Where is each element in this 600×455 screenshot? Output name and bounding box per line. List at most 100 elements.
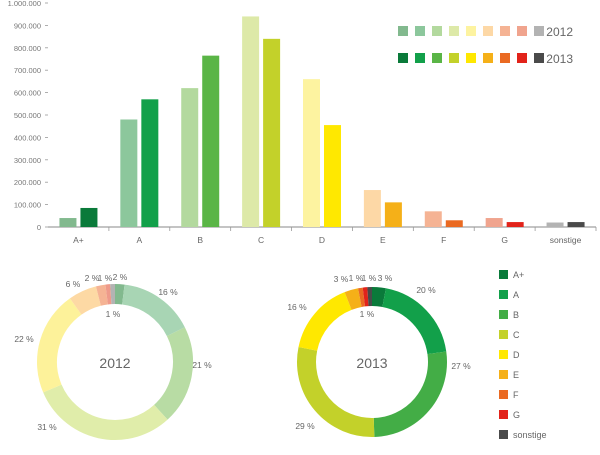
legend-swatch-B (499, 310, 508, 319)
donut-2012-center-label: 2012 (99, 355, 130, 371)
slice-value-label: 16 % (287, 302, 307, 312)
bar-2012-C (242, 16, 259, 227)
bar-2012-D (303, 79, 320, 227)
legend-swatch-A+ (499, 270, 508, 279)
legend-swatch-2013 (466, 53, 476, 63)
legend-label-E: E (513, 370, 519, 380)
donut-slice-E (76, 296, 99, 306)
bar-2013-C (263, 39, 280, 227)
legend-swatch-2012 (466, 26, 476, 36)
legend-swatch-2013 (534, 53, 544, 63)
bar-2012-F (425, 211, 442, 227)
legend-label-B: B (513, 310, 519, 320)
slice-value-label: 1 % (360, 309, 375, 319)
legend-swatch-2013 (449, 53, 459, 63)
bar-2013-B (202, 56, 219, 227)
slice-value-label: 31 % (37, 422, 57, 432)
x-tick-label: E (380, 235, 386, 245)
legend-swatch-2012 (534, 26, 544, 36)
x-tick-label: B (197, 235, 203, 245)
donut-slice-B (161, 332, 183, 413)
slice-value-label: 2 % (113, 272, 128, 282)
legend-swatch-2012 (398, 26, 408, 36)
donut-chart-2013: 2013 3 %20 %27 %29 %16 %3 %1 %1 %1 % (287, 273, 471, 431)
bar-2012-A (120, 119, 137, 227)
legend-swatch-A (499, 290, 508, 299)
bar-2012-G (486, 218, 503, 227)
slice-value-label: 20 % (416, 285, 436, 295)
y-tick-label: 1.000.000 (8, 0, 41, 8)
slice-value-label: 1 % (98, 273, 113, 283)
legend-swatch-2013 (432, 53, 442, 63)
legend-swatch-2013 (398, 53, 408, 63)
y-tick-label: 0 (37, 223, 41, 232)
y-tick-label: 300.000 (14, 156, 41, 165)
y-tick-label: 600.000 (14, 89, 41, 98)
slice-value-label: 27 % (451, 361, 471, 371)
x-tick-label: C (258, 235, 264, 245)
bar-2012-B (181, 88, 198, 227)
donut-slice-F (98, 295, 106, 297)
bar-2013-A+ (80, 208, 97, 227)
donut-2013-center-label: 2013 (356, 355, 387, 371)
legend-label-D: D (513, 350, 520, 360)
legend-swatch-2012 (500, 26, 510, 36)
legend-swatch-2012 (449, 26, 459, 36)
donut-slice-A (123, 295, 176, 332)
y-tick-label: 800.000 (14, 44, 41, 53)
donut-slice-A+ (372, 297, 384, 298)
legend-swatch-2012 (432, 26, 442, 36)
donut-slice-C (52, 389, 160, 430)
slice-value-label: 1 % (362, 273, 377, 283)
legend-swatch-2013 (517, 53, 527, 63)
y-tick-label: 400.000 (14, 133, 41, 142)
slice-value-label: 21 % (192, 360, 212, 370)
legend-swatch-G (499, 410, 508, 419)
bar-2012-sonstige (547, 223, 564, 227)
legend-label-A+: A+ (513, 270, 524, 280)
donut-slice-E (348, 298, 360, 301)
bar-2012-A+ (59, 218, 76, 227)
y-tick-label: 700.000 (14, 66, 41, 75)
slice-value-label: 16 % (158, 287, 178, 297)
x-tick-label: sonstige (550, 235, 582, 245)
legend-label-A: A (513, 290, 519, 300)
legend-swatch-F (499, 390, 508, 399)
donut-slice-D (47, 306, 76, 388)
legend-swatch-2013 (500, 53, 510, 63)
slice-value-label: 3 % (334, 274, 349, 284)
donut-slice-A (384, 298, 437, 353)
legend-year-2012: 2012 (546, 25, 573, 39)
legend-swatch-2013 (483, 53, 493, 63)
legend-swatch-E (499, 370, 508, 379)
bar-2013-D (324, 125, 341, 227)
bar-2013-sonstige (568, 222, 585, 227)
legend-swatch-2012 (517, 26, 527, 36)
slice-value-label: 3 % (378, 273, 393, 283)
slice-value-label: 6 % (66, 279, 81, 289)
legend-swatch-C (499, 330, 508, 339)
slice-value-label: 22 % (14, 334, 34, 344)
legend-label-F: F (513, 390, 519, 400)
legend-swatch-2012 (483, 26, 493, 36)
donut-slice-A+ (115, 294, 123, 295)
y-tick-label: 900.000 (14, 21, 41, 30)
y-tick-label: 100.000 (14, 201, 41, 210)
x-tick-label: G (501, 235, 508, 245)
x-tick-label: D (319, 235, 325, 245)
legend-swatch-sonstige (499, 430, 508, 439)
bar-2013-E (385, 202, 402, 227)
legend-year-2013: 2013 (546, 52, 573, 66)
bar-2013-G (507, 222, 524, 227)
y-tick-label: 200.000 (14, 178, 41, 187)
legend-label-C: C (513, 330, 520, 340)
y-tick-label: 500.000 (14, 111, 41, 120)
bar-2013-A (141, 99, 158, 227)
bar-2013-F (446, 220, 463, 227)
x-tick-label: F (441, 235, 446, 245)
year-legend: 2012 2013 (398, 25, 573, 66)
legend-swatch-2013 (415, 53, 425, 63)
